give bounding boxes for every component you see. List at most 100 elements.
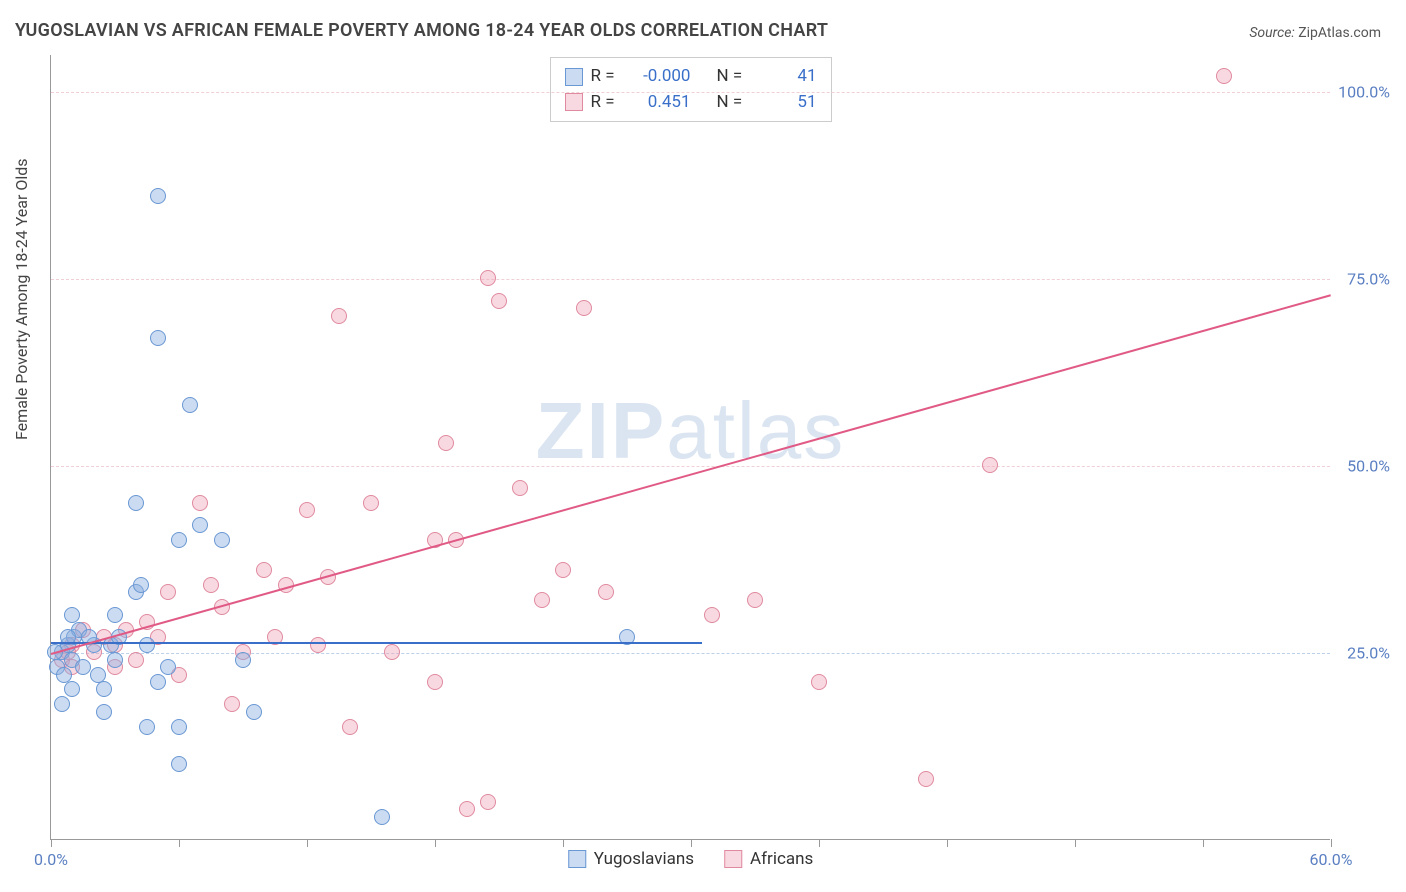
x-tick (819, 839, 820, 847)
source-prefix: Source: (1249, 25, 1298, 41)
data-point-series1 (107, 652, 123, 668)
stats-row-1: R = -0.000 N = 41 (565, 64, 817, 90)
legend-label-2: Africans (750, 849, 813, 869)
legend-item-2: Africans (724, 849, 813, 869)
y-tick-label: 50.0% (1347, 457, 1390, 476)
data-point-series1 (64, 681, 80, 697)
data-point-series2 (331, 308, 347, 324)
trendline-series1 (51, 642, 702, 644)
data-point-series2 (512, 480, 528, 496)
data-point-series2 (480, 794, 496, 810)
x-tick-label: 0.0% (34, 850, 68, 869)
legend-label-1: Yugoslavians (594, 849, 694, 869)
gridline-h (51, 92, 1330, 93)
data-point-series1 (96, 681, 112, 697)
r-label: R = (591, 64, 623, 90)
data-point-series1 (235, 652, 251, 668)
data-point-series1 (54, 696, 70, 712)
x-tick (691, 839, 692, 847)
data-point-series2 (256, 562, 272, 578)
data-point-series1 (214, 532, 230, 548)
data-point-series2 (342, 719, 358, 735)
data-point-series2 (427, 674, 443, 690)
trendline-series2 (51, 294, 1332, 655)
data-point-series1 (192, 517, 208, 533)
data-point-series1 (246, 704, 262, 720)
data-point-series1 (171, 756, 187, 772)
chart-plot-area: ZIPatlas R = -0.000 N = 41 R = 0.451 N =… (50, 55, 1330, 840)
data-point-series1 (56, 667, 72, 683)
data-point-series2 (918, 771, 934, 787)
y-tick-label: 100.0% (1338, 83, 1390, 102)
data-point-series2 (384, 644, 400, 660)
data-point-series1 (171, 719, 187, 735)
n-value-1: 41 (757, 64, 817, 90)
x-tick (435, 839, 436, 847)
data-point-series2 (192, 495, 208, 511)
y-tick-label: 75.0% (1347, 270, 1390, 289)
data-point-series1 (75, 659, 91, 675)
data-point-series2 (704, 607, 720, 623)
data-point-series2 (128, 652, 144, 668)
data-point-series1 (139, 637, 155, 653)
y-tick-label: 25.0% (1347, 644, 1390, 663)
series-legend: Yugoslavians Africans (568, 849, 814, 869)
data-point-series2 (459, 801, 475, 817)
data-point-series2 (480, 270, 496, 286)
data-point-series2 (363, 495, 379, 511)
x-tick (51, 839, 52, 847)
data-point-series1 (128, 495, 144, 511)
data-point-series1 (150, 674, 166, 690)
watermark-atlas: atlas (666, 386, 845, 475)
swatch-series2-icon (565, 93, 583, 111)
legend-item-1: Yugoslavians (568, 849, 694, 869)
r-value-1: -0.000 (631, 64, 691, 90)
data-point-series1 (64, 607, 80, 623)
data-point-series1 (182, 397, 198, 413)
data-point-series2 (224, 696, 240, 712)
y-axis-label: Female Poverty Among 18-24 Year Olds (12, 158, 31, 440)
data-point-series2 (1216, 68, 1232, 84)
data-point-series2 (747, 592, 763, 608)
source-name: ZipAtlas.com (1298, 25, 1381, 41)
data-point-series2 (203, 577, 219, 593)
data-point-series1 (90, 667, 106, 683)
data-point-series2 (811, 674, 827, 690)
watermark: ZIPatlas (536, 385, 845, 477)
data-point-series1 (133, 577, 149, 593)
data-point-series2 (160, 584, 176, 600)
gridline-h (51, 279, 1330, 280)
x-tick (179, 839, 180, 847)
source-attribution: Source: ZipAtlas.com (1249, 25, 1381, 41)
swatch-series1-icon (565, 68, 583, 86)
watermark-zip: ZIP (536, 386, 666, 475)
data-point-series2 (310, 637, 326, 653)
data-point-series1 (150, 188, 166, 204)
legend-swatch-2-icon (724, 850, 742, 868)
data-point-series1 (160, 659, 176, 675)
data-point-series2 (438, 435, 454, 451)
data-point-series2 (576, 300, 592, 316)
gridline-h (51, 466, 1330, 467)
data-point-series1 (139, 719, 155, 735)
data-point-series2 (534, 592, 550, 608)
data-point-series1 (107, 607, 123, 623)
x-tick-label: 60.0% (1310, 850, 1353, 869)
x-tick (563, 839, 564, 847)
data-point-series1 (171, 532, 187, 548)
data-point-series1 (96, 704, 112, 720)
data-point-series2 (982, 457, 998, 473)
data-point-series2 (299, 502, 315, 518)
x-tick (1331, 839, 1332, 847)
x-tick (307, 839, 308, 847)
data-point-series2 (491, 293, 507, 309)
x-tick (1203, 839, 1204, 847)
x-tick (1075, 839, 1076, 847)
n-label: N = (717, 64, 749, 90)
stats-legend: R = -0.000 N = 41 R = 0.451 N = 51 (550, 57, 832, 122)
data-point-series1 (374, 809, 390, 825)
legend-swatch-1-icon (568, 850, 586, 868)
x-tick (947, 839, 948, 847)
data-point-series2 (555, 562, 571, 578)
data-point-series1 (150, 330, 166, 346)
